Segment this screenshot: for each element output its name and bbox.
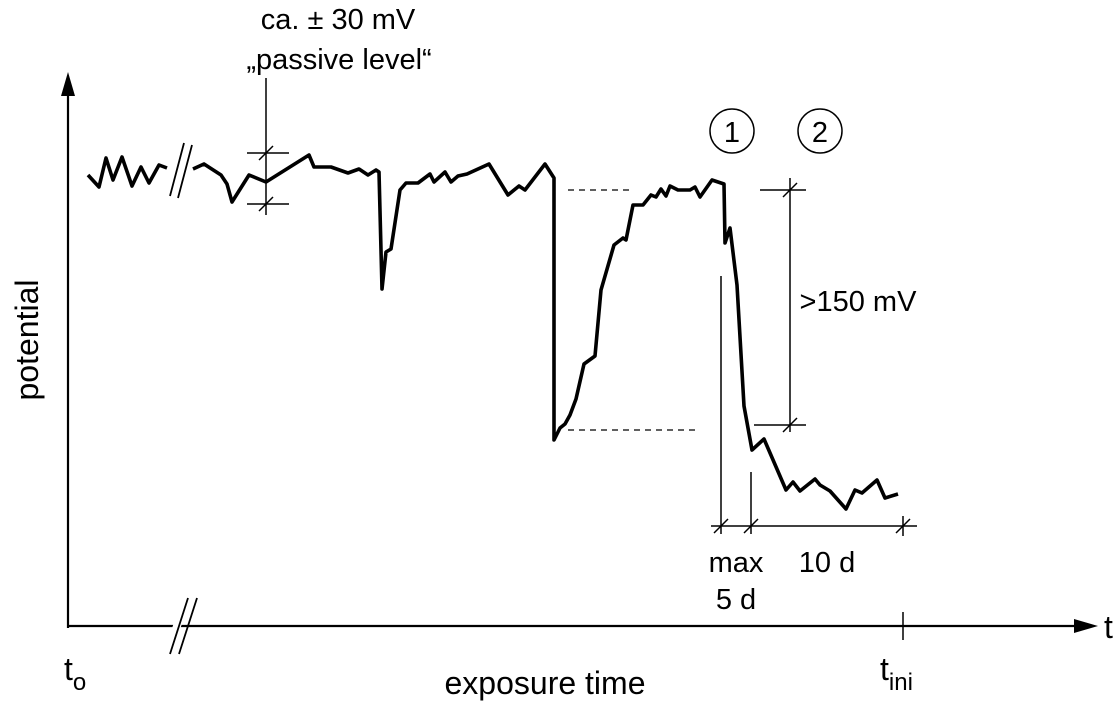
y-axis-title: potential bbox=[9, 280, 45, 401]
t-ini-label-main: t bbox=[880, 651, 889, 687]
curve-break-icon bbox=[169, 142, 193, 199]
passive-level-label: „passive level“ bbox=[246, 44, 431, 76]
potential-drop-dimension bbox=[754, 178, 806, 433]
max-duration-label-line1: max bbox=[709, 547, 764, 579]
y-axis-arrowhead-icon bbox=[61, 72, 75, 96]
t-ini-label: tini bbox=[880, 651, 913, 696]
time-dimension bbox=[711, 276, 917, 536]
origin-label-main: t bbox=[64, 651, 73, 687]
origin-label-sub: o bbox=[73, 669, 86, 696]
origin-label: to bbox=[64, 651, 86, 696]
x-axis-break-icon bbox=[164, 596, 198, 656]
phase-2-circle bbox=[797, 108, 843, 154]
phase-2-label: 2 bbox=[812, 117, 828, 149]
t-ini-label-sub: ini bbox=[889, 669, 913, 696]
phase-1-label: 1 bbox=[724, 117, 740, 149]
ten-days-label: 10 d bbox=[799, 547, 855, 579]
potential-drop-label: >150 mV bbox=[800, 286, 918, 318]
max-duration-label-line2: 5 d bbox=[716, 584, 756, 616]
passive-level-marker bbox=[247, 78, 289, 215]
phase-1-circle bbox=[709, 108, 755, 154]
passive-level-range-label: ca. ± 30 mV bbox=[261, 4, 416, 36]
potential-curve-segment-1 bbox=[86, 155, 168, 189]
x-axis-arrowhead-icon bbox=[1074, 619, 1098, 633]
x-axis-title: exposure time bbox=[445, 665, 646, 701]
potential-curve-segment-2 bbox=[192, 153, 899, 511]
x-axis-arrow-label: t bbox=[1104, 609, 1113, 645]
